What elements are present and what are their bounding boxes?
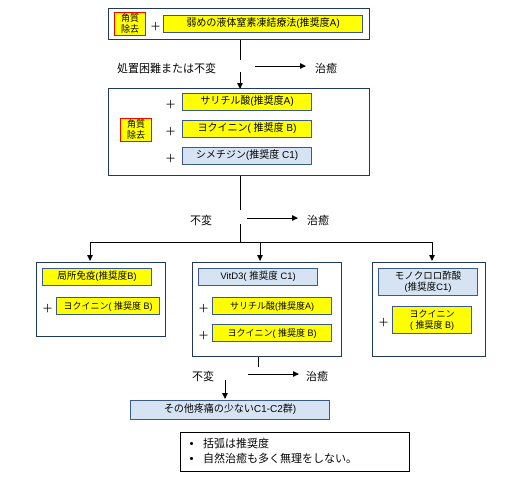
note-1: 自然治癒も多く無理をしない。 [203,453,357,466]
line-branch1-down [240,72,241,88]
col2-header: VitD3( 推奨度 C1) [198,268,318,286]
split-v2 [260,242,261,260]
g2-item-0: サリチル酸(推奨度A) [182,93,312,111]
kakushitsu-box-1: 角質 除去 [114,12,146,36]
col2-item-1: ヨクイニン( 推奨度 B) [212,324,332,342]
branch2-left: 不変 [190,212,212,228]
notes-box: 括弧は推奨度 自然治癒も多く無理をしない。 [180,432,410,472]
branch1-right: 治癒 [315,60,337,76]
col1-plus-0: ＋ [42,300,53,316]
g2-plus-1: ＋ [165,123,176,139]
branch1-left: 処置困難または不変 [117,60,216,76]
arrow-branch1 [255,66,305,67]
line-g2-down [240,176,241,210]
branch2-right: 治癒 [307,212,329,228]
final-box: その他疼痛の少ないC1-C2群) [130,400,330,420]
branch3-right: 治癒 [306,368,328,384]
col2-plus-0: ＋ [198,300,209,316]
g2-plus-0: ＋ [165,96,176,112]
line-col2-down [258,357,259,367]
col3-header: モノクロロ酢酸 (推奨度C1) [378,268,478,296]
cryo-box: 弱めの液体窒素凍結療法(推奨度A) [163,15,363,33]
col2-plus-1: ＋ [198,327,209,343]
line-top-down [240,40,241,60]
col3-item-0: ヨクイニン ( 推奨度 B) [392,306,472,334]
split-v3 [432,242,433,260]
col2-item-0: サリチル酸(推奨度A) [212,297,332,315]
g2-plus-2: ＋ [165,150,176,166]
branch3-left: 不変 [192,368,214,384]
split-v1 [90,242,91,260]
note-0: 括弧は推奨度 [203,438,357,451]
split-h [90,242,432,243]
arrow-branch3 [248,374,298,375]
col1-item-0: ヨクイニン( 推奨度 B) [56,297,160,315]
arrow-branch2 [247,218,297,219]
plus-top: ＋ [150,18,161,34]
kakushitsu-box-2: 角質 除去 [120,118,152,142]
line-branch3-down [225,380,226,398]
g2-item-2: シメチジン(推奨度 C1) [182,147,312,165]
col3-plus-0: ＋ [378,314,389,330]
line-branch2-down [240,224,241,242]
notes-list: 括弧は推奨度 自然治癒も多く無理をしない。 [187,437,357,466]
col1-header: 局所免疫(推奨度B) [42,268,152,286]
g2-item-1: ヨクイニン( 推奨度 B) [182,120,312,138]
